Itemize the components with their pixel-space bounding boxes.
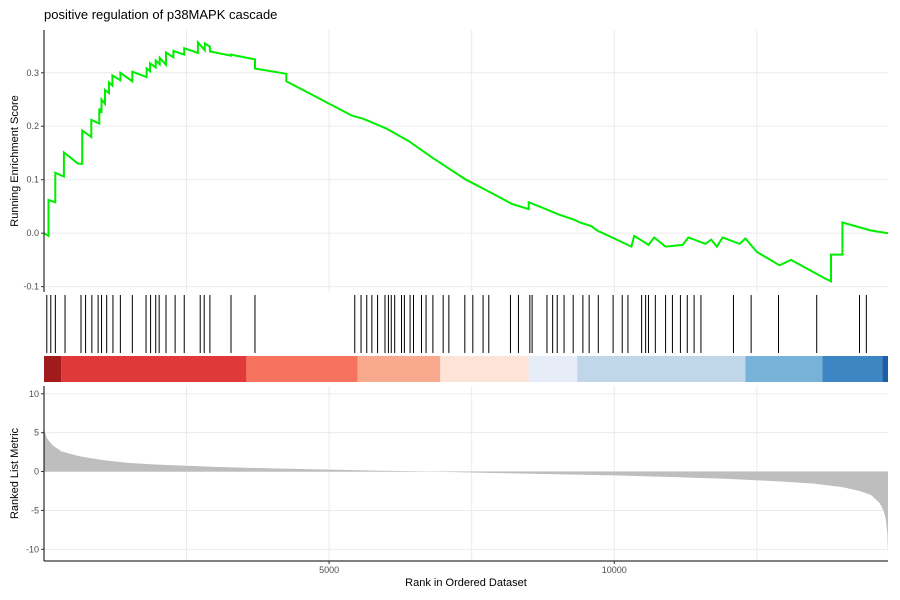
top-panel-grid bbox=[44, 30, 888, 292]
top-panel-y-ticks: -0.1 0.0 0.1 0.2 0.3 bbox=[23, 68, 44, 292]
rank-bar-segment bbox=[246, 356, 358, 382]
rank-bar-segment bbox=[528, 356, 578, 382]
rank-bar-segment bbox=[357, 356, 441, 382]
bottom-y-tick-label: -5 bbox=[31, 505, 39, 515]
bottom-panel-y-ticks: -10 -5 0 5 10 bbox=[26, 389, 44, 554]
running-score-line bbox=[43, 39, 889, 283]
gene-hit-marks bbox=[46, 295, 867, 353]
chart-title: positive regulation of p38MAPK cascade bbox=[44, 7, 278, 22]
bottom-y-tick-label: -10 bbox=[26, 544, 39, 554]
top-y-tick-label: 0.1 bbox=[26, 175, 39, 185]
x-axis-label: Rank in Ordered Dataset bbox=[405, 577, 527, 589]
top-y-tick-label: 0.2 bbox=[26, 121, 39, 131]
x-axis-ticks: 5000 10000 bbox=[319, 561, 627, 575]
running-score-axis-label: Running Enrichment Score bbox=[9, 95, 21, 226]
bottom-y-tick-label: 0 bbox=[34, 467, 39, 477]
rank-bar-segment bbox=[822, 356, 883, 382]
bottom-y-tick-label: 10 bbox=[29, 389, 39, 399]
rank-bar-segment bbox=[882, 356, 888, 382]
top-y-tick-label: -0.1 bbox=[23, 282, 39, 292]
ranked-metric-area bbox=[44, 426, 888, 556]
x-tick-label: 5000 bbox=[319, 565, 339, 575]
rank-bar-segment bbox=[440, 356, 529, 382]
x-tick-label: 10000 bbox=[602, 565, 627, 575]
rank-bar-segment bbox=[61, 356, 247, 382]
rank-bar-segment bbox=[44, 356, 62, 382]
rank-bar-segment bbox=[745, 356, 823, 382]
rank-bar-segment bbox=[577, 356, 746, 382]
rank-color-bar bbox=[44, 356, 888, 382]
top-y-tick-label: 0.3 bbox=[26, 68, 39, 78]
bottom-y-tick-label: 5 bbox=[34, 428, 39, 438]
ranked-metric-axis-label: Ranked List Metric bbox=[9, 427, 21, 519]
top-y-tick-label: 0.0 bbox=[26, 228, 39, 238]
